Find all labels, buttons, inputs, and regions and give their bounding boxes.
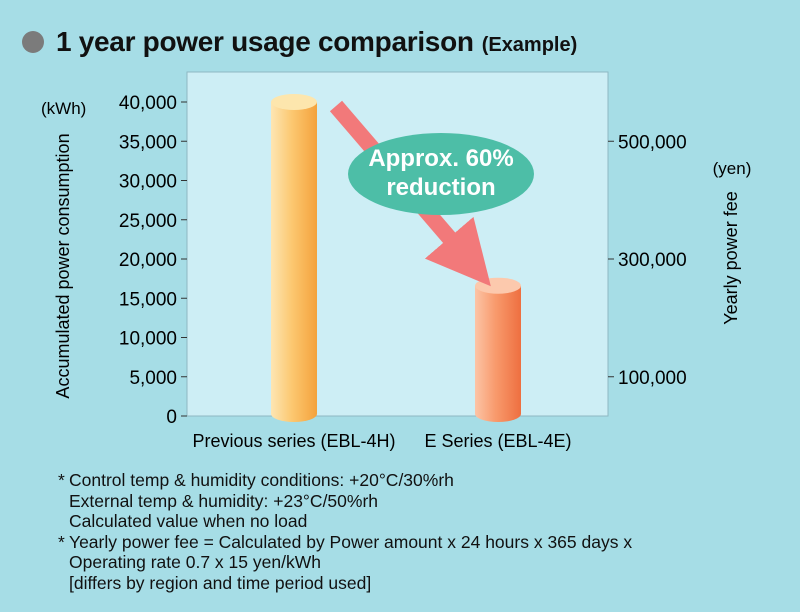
y-tick-label: 10,000 <box>119 329 177 350</box>
footnotes: * Control temp & humidity conditions: +20… <box>58 470 632 593</box>
y-tick-label: 25,000 <box>119 211 177 232</box>
footnote: * Control temp & humidity conditions: +20… <box>58 470 632 532</box>
y2-axis-label: Yearly power fee <box>721 191 741 324</box>
footnote-lines: Control temp & humidity conditions: +20°… <box>69 470 454 532</box>
x-tick-label: E Series (EBL-4E) <box>424 431 571 451</box>
bar <box>271 94 317 422</box>
y-tick-label: 0 <box>166 407 177 428</box>
footnote-line: Control temp & humidity conditions: +20°… <box>69 470 454 490</box>
footnote-line: [differs by region and time period used] <box>69 572 372 593</box>
reduction-badge <box>348 133 534 215</box>
footnote-bullet: * <box>58 470 65 490</box>
y-tick-label: 30,000 <box>119 172 177 193</box>
plot-area <box>186 71 609 417</box>
y-tick-label: 20,000 <box>119 250 177 271</box>
y2-axis-unit: (yen) <box>713 159 752 178</box>
y-tick-label: 5,000 <box>129 368 177 389</box>
badge-line-2: reduction <box>386 174 495 201</box>
chart-title: 1 year power usage comparison (Example) <box>22 22 577 62</box>
bar-top <box>475 277 521 294</box>
title-sub: (Example) <box>481 33 578 56</box>
bar-body <box>475 285 521 422</box>
footnote-line: External temp & humidity: +23°C/50%rh <box>69 490 379 511</box>
footnote-lines: Yearly power fee = Calculated by Power a… <box>69 532 632 594</box>
footnote-line: Yearly power fee = Calculated by Power a… <box>69 531 633 552</box>
bar <box>475 277 521 422</box>
footnote-line: Calculated value when no load <box>69 511 308 531</box>
title-main: 1 year power usage comparison <box>56 26 474 57</box>
power-usage-chart: 0 5,000 10,000 15,000 20,000 25,000 30,000 35,0… <box>41 71 752 451</box>
y-tick-label: 35,000 <box>119 132 177 153</box>
badge-line-1: Approx. 60% <box>368 145 513 172</box>
footnote: * Yearly power fee = Calculated by Power … <box>58 532 632 594</box>
y2-tick-label: 300,000 <box>618 250 687 271</box>
bar-top <box>271 94 317 110</box>
y-tick-label: 40,000 <box>119 93 177 114</box>
y2-tick-label: 100,000 <box>618 368 687 389</box>
footnote-bullet: * <box>58 531 65 552</box>
bar-body <box>271 102 317 422</box>
y-axis-unit: (kWh) <box>41 99 86 118</box>
y2-tick-label: 500,000 <box>618 132 687 153</box>
x-tick-label: Previous series (EBL-4H) <box>192 431 395 451</box>
footnote-line: Operating rate 0.7 x 15 yen/kWh <box>69 552 321 572</box>
bullet-dot-icon <box>22 31 44 53</box>
y-tick-label: 15,000 <box>119 289 177 310</box>
y-axis-label: Accumulated power consumption <box>53 133 73 398</box>
